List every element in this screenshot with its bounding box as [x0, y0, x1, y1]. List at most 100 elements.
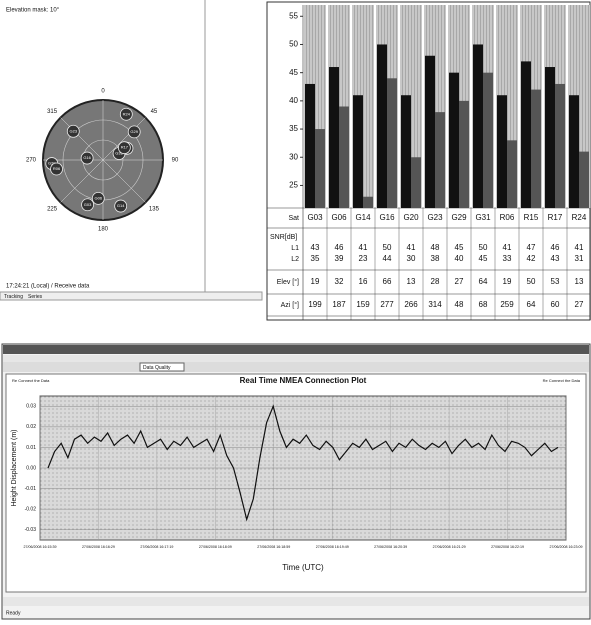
x-axis-label: Time (UTC): [282, 563, 324, 572]
cell: 13: [575, 277, 584, 286]
tab[interactable]: Series: [28, 294, 43, 300]
cell: 31: [575, 254, 584, 263]
sky-satellite-label: R06: [53, 166, 61, 171]
cell: 46: [551, 243, 560, 252]
azimuth-line: [102, 117, 146, 161]
cell: 41: [575, 243, 584, 252]
sky-satellite-label: R24: [123, 111, 131, 116]
cell: G14: [355, 213, 371, 222]
cell: R24: [572, 213, 587, 222]
cell: 32: [335, 277, 344, 286]
cell: 66: [383, 277, 392, 286]
cell: 43: [311, 243, 320, 252]
title-bar: [3, 345, 589, 354]
cell: 27: [455, 277, 464, 286]
l2-bar: [435, 112, 445, 208]
sky-satellite-label: G23: [69, 128, 77, 133]
cell: 16: [359, 277, 368, 286]
toolbar-label: Data Quality: [143, 365, 171, 371]
cell: 13: [407, 277, 416, 286]
y-tick-label: -0.03: [25, 527, 37, 533]
cell: 159: [356, 300, 370, 309]
x-tick-label: 27/06/2008 16:23:09: [550, 545, 583, 549]
sky-satellite-label: G29: [130, 129, 138, 134]
l1-bar: [521, 61, 531, 209]
l1-bar: [497, 95, 507, 208]
sky-satellite: [81, 198, 94, 212]
status-bar: Ready: [6, 610, 21, 616]
l1-bar: [377, 44, 387, 208]
y-tick-label: 0.01: [26, 445, 36, 451]
l1-bar: [401, 95, 411, 208]
cell: 43: [551, 254, 560, 263]
cell: 40: [455, 254, 464, 263]
cell: 19: [503, 277, 512, 286]
tab-bar: [0, 291, 263, 301]
azimuth-line: [60, 159, 104, 203]
cell: 19: [311, 277, 320, 286]
cell: R06: [500, 213, 515, 222]
cell: 28: [431, 277, 440, 286]
cell: 60: [551, 300, 560, 309]
sky-satellite: [80, 151, 94, 165]
cell: 50: [527, 277, 536, 286]
l1-bar: [353, 95, 363, 208]
cell: G29: [451, 213, 467, 222]
sky-satellite: [50, 162, 63, 176]
y-tick-label: 0.00: [26, 465, 36, 471]
l2-bar: [555, 83, 565, 208]
azimuth-line: [60, 117, 104, 161]
sky-satellite-label: G16: [83, 155, 91, 160]
sky-satellite: [91, 191, 105, 205]
cell: 42: [527, 254, 536, 263]
y-tick-label: 45: [289, 68, 298, 77]
y-tick-label: -0.02: [25, 506, 37, 512]
azimuth-line: [102, 159, 146, 203]
cell: 45: [455, 243, 464, 252]
cell: 68: [479, 300, 488, 309]
nmea-plot: Real Time NMEA Connection Plot Re Connect…: [11, 376, 583, 572]
azimuth-label: 270: [26, 158, 37, 164]
cell: 44: [383, 254, 392, 263]
y-tick-label: 0.02: [26, 424, 36, 430]
x-tick-label: 27/06/2008 16:19:49: [316, 545, 349, 549]
cell: 39: [335, 254, 344, 263]
y-tick-label: 0.03: [26, 404, 36, 410]
l2-bar: [315, 129, 325, 208]
cell: G23: [427, 213, 443, 222]
cell: 50: [479, 243, 488, 252]
cell: 33: [503, 254, 512, 263]
cell: 30: [407, 254, 416, 263]
toolbar-combo[interactable]: [139, 362, 185, 372]
cell: 38: [431, 254, 440, 263]
y-axis-label: Height Displacement (m): [11, 429, 18, 506]
row-header: Elev [°]: [277, 278, 299, 286]
cell: 27: [575, 300, 584, 309]
sky-satellite: [66, 124, 80, 138]
cell: G31: [475, 213, 491, 222]
azimuth-label: 0: [101, 89, 105, 95]
l2-bar: [339, 106, 349, 208]
l1-bar: [425, 55, 435, 208]
azimuth-label: 90: [172, 158, 179, 164]
cell: R15: [524, 213, 539, 222]
cell: 46: [335, 243, 344, 252]
y-tick-label: 50: [289, 40, 298, 49]
cell: 48: [431, 243, 440, 252]
plot-note: Re Connect the Data: [12, 378, 50, 383]
l1-bar: [449, 72, 459, 209]
x-tick-label: 27/06/2008 16:18:09: [199, 545, 232, 549]
sky-satellite-label: G03: [84, 202, 92, 207]
azimuth-label: 225: [47, 206, 58, 212]
cell: 266: [404, 300, 418, 309]
tab[interactable]: Tracking: [4, 294, 23, 300]
cell: 48: [455, 300, 464, 309]
azimuth-label: 315: [47, 109, 58, 115]
cell: 45: [479, 254, 488, 263]
cell: 277: [380, 300, 394, 309]
skyplot-title: Elevation mask: 10°: [6, 8, 60, 14]
cell: G06: [331, 213, 347, 222]
plot-note: Re Connect the Data: [543, 378, 581, 383]
